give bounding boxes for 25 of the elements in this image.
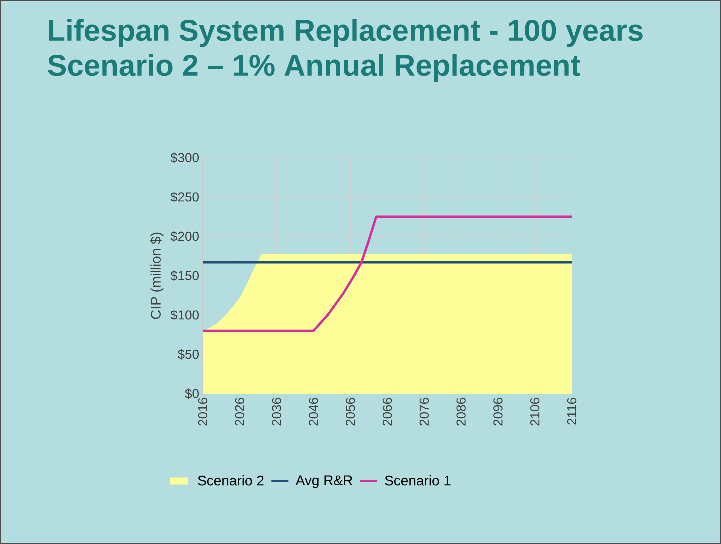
y-tick-label: $200	[170, 231, 199, 242]
x-tick-label: 2016	[198, 398, 208, 426]
y-tick-label: $100	[170, 310, 199, 321]
y-tick-label: $150	[170, 270, 199, 282]
chart-title: Lifespan System Replacement - 100 years	[49, 19, 643, 48]
y-tick-label: $250	[170, 192, 199, 203]
legend-label: Scenario 2	[198, 475, 264, 486]
y-tick-label: $50	[178, 349, 199, 360]
line-series	[202, 216, 574, 332]
legend-label: Scenario 1	[385, 475, 451, 486]
x-tick-label: 2056	[346, 398, 356, 426]
x-tick-label: 2096	[494, 398, 503, 426]
x-tick-label: 2076	[420, 398, 430, 426]
chart-subtitle: Scenario 2 – 1% Annual Replacement	[48, 54, 580, 82]
legend-label: Avg R&R	[296, 476, 353, 488]
y-tick-label: $300	[170, 152, 199, 164]
y-tick-label: $0	[185, 388, 199, 400]
x-tick-label: 2086	[456, 398, 466, 426]
x-tick-label: 2116	[567, 398, 577, 425]
x-tick-label: 2106	[530, 398, 540, 426]
y-axis-title: CIP (million $)	[150, 232, 164, 320]
x-tick-label: 2036	[272, 398, 282, 426]
x-tick-label: 2026	[235, 398, 245, 426]
x-tick-label: 2066	[382, 398, 392, 426]
x-tick-label: 2046	[309, 398, 318, 426]
